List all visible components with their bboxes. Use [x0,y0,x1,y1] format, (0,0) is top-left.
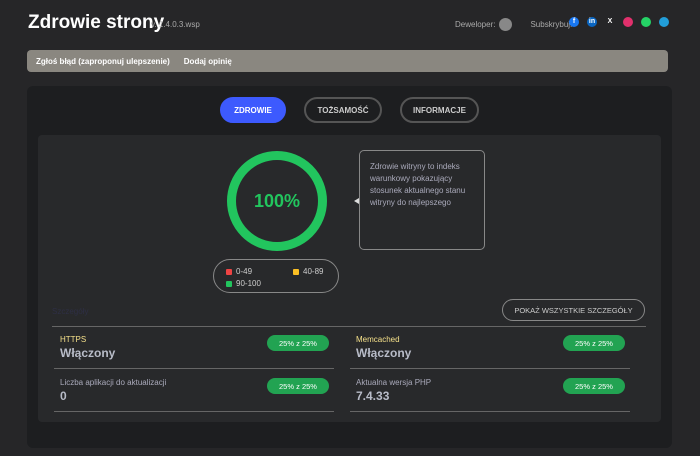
health-score-ring: 100% [227,151,327,251]
subscribe-label: Subskrybuj: [530,20,573,29]
detail-value: 7.4.33 [356,389,390,403]
linkedin-icon[interactable]: in [587,17,597,27]
detail-item-https: HTTPS Włączony 25% z 25% [54,327,334,369]
add-review-link[interactable]: Dodaj opinię [183,56,232,66]
divider [52,326,646,327]
toolbar: Zgłoś błąd (zaproponuj ulepszenie) Dodaj… [27,50,668,72]
legend-label: 0-49 [236,267,253,276]
developer-avatar[interactable] [499,18,513,31]
detail-item-php-version: Aktualna wersja PHP 7.4.33 25% z 25% [350,370,630,412]
detail-value: Włączony [356,346,412,360]
social-links: f in X [569,17,669,27]
detail-value: Włączony [60,346,116,360]
legend-label: 90-100 [236,279,261,288]
detail-item-apps-to-update: Liczba aplikacji do aktualizacji 0 25% z 2… [54,370,334,412]
x-icon[interactable]: X [607,18,613,25]
tab-tozsamosc[interactable]: TOŻSAMOŚĆ [304,97,382,123]
health-panel: 100% Zdrowie witryny to indeks warunkowy… [38,135,661,422]
detail-label: Aktualna wersja PHP [356,378,432,387]
detail-label: Liczba aplikacji do aktualizacji [60,378,167,387]
tab-zdrowie[interactable]: ZDROWIE [220,97,286,123]
show-all-details-button[interactable]: POKAŻ WSZYSTKIE SZCZEGÓŁY [502,299,645,321]
score-badge: 25% z 25% [563,378,625,394]
red-dot-icon [226,268,232,275]
report-bug-link[interactable]: Zgłoś błąd (zaproponuj ulepszenie) [36,56,170,66]
score-badge: 25% z 25% [563,335,625,351]
details-heading: Szczegóły [52,307,89,316]
main-panel: ZDROWIE TOŻSAMOŚĆ INFORMACJE 100% Zdrowi… [27,86,672,448]
health-description: Zdrowie witryny to indeks warunkowy poka… [359,150,485,250]
detail-label: HTTPS [60,335,87,344]
health-score: 100% [253,190,301,211]
telegram-icon[interactable] [659,17,669,27]
tooltip-arrow-icon [354,198,359,204]
developer-info: Deweloper: Subskrybuj: [455,18,572,31]
instagram-icon[interactable] [623,17,633,27]
detail-item-memcached: Memcached Włączony 25% z 25% [350,327,630,369]
score-legend: 0-49 40-89 90-100 [213,259,339,293]
detail-value: 0 [60,389,67,403]
tab-informacje[interactable]: INFORMACJE [400,97,479,123]
page-title: Zdrowie strony [28,12,165,33]
score-badge: 25% z 25% [267,378,329,394]
yellow-dot-icon [293,268,299,275]
green-dot-icon [226,280,232,287]
legend-label: 40-89 [303,267,324,276]
score-badge: 25% z 25% [267,335,329,351]
whatsapp-icon[interactable] [641,17,651,27]
detail-label: Memcached [356,335,400,344]
facebook-icon[interactable]: f [569,17,579,27]
developer-label: Deweloper: [455,20,496,29]
version-label: v. 1.4.0.3.wsp [151,20,200,29]
